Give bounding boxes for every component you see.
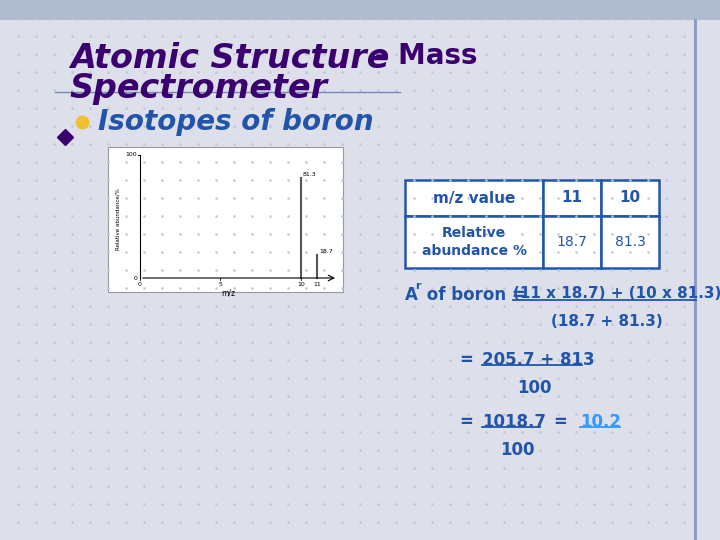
Text: Spectrometer: Spectrometer — [70, 72, 328, 105]
Text: =: = — [554, 413, 580, 431]
Text: Atomic Structure: Atomic Structure — [70, 42, 390, 75]
Text: 81.3: 81.3 — [615, 235, 645, 249]
Text: of boron =: of boron = — [421, 286, 531, 304]
Text: =: = — [460, 413, 480, 431]
Text: 100: 100 — [125, 152, 137, 158]
Text: 18.7: 18.7 — [319, 249, 333, 254]
Text: Isotopes of boron: Isotopes of boron — [98, 108, 374, 136]
Text: 100: 100 — [517, 379, 552, 397]
Text: 81.3: 81.3 — [303, 172, 317, 177]
Text: =: = — [460, 351, 480, 369]
Bar — [543, 180, 601, 216]
Text: 10.2: 10.2 — [580, 413, 621, 431]
Text: 5: 5 — [218, 282, 222, 287]
Text: 10: 10 — [297, 282, 305, 287]
Text: 1018.7: 1018.7 — [482, 413, 546, 431]
Text: (18.7 + 81.3): (18.7 + 81.3) — [551, 314, 662, 329]
Text: m/z: m/z — [221, 289, 235, 298]
Text: 11: 11 — [562, 191, 582, 206]
Bar — [405, 216, 543, 268]
Text: – Mass: – Mass — [365, 42, 477, 70]
Bar — [601, 216, 659, 268]
Text: 0: 0 — [138, 282, 142, 287]
Text: m/z value: m/z value — [433, 191, 516, 206]
Text: 100: 100 — [500, 441, 534, 459]
Text: 0: 0 — [133, 275, 137, 280]
Bar — [601, 180, 659, 216]
Text: 10: 10 — [619, 191, 641, 206]
Text: Relative
abundance %: Relative abundance % — [421, 226, 526, 258]
Bar — [405, 180, 543, 216]
Bar — [543, 216, 601, 268]
Bar — [0, 0, 720, 20]
Text: Relative abundance/%: Relative abundance/% — [115, 188, 120, 251]
Text: (11 x 18.7) + (10 x 81.3): (11 x 18.7) + (10 x 81.3) — [513, 286, 720, 301]
Text: r: r — [415, 281, 420, 291]
Text: 11: 11 — [313, 282, 321, 287]
Text: 205.7 + 813: 205.7 + 813 — [482, 351, 595, 369]
Text: A: A — [405, 286, 418, 304]
Text: 18.7: 18.7 — [557, 235, 588, 249]
Bar — [108, 147, 343, 292]
